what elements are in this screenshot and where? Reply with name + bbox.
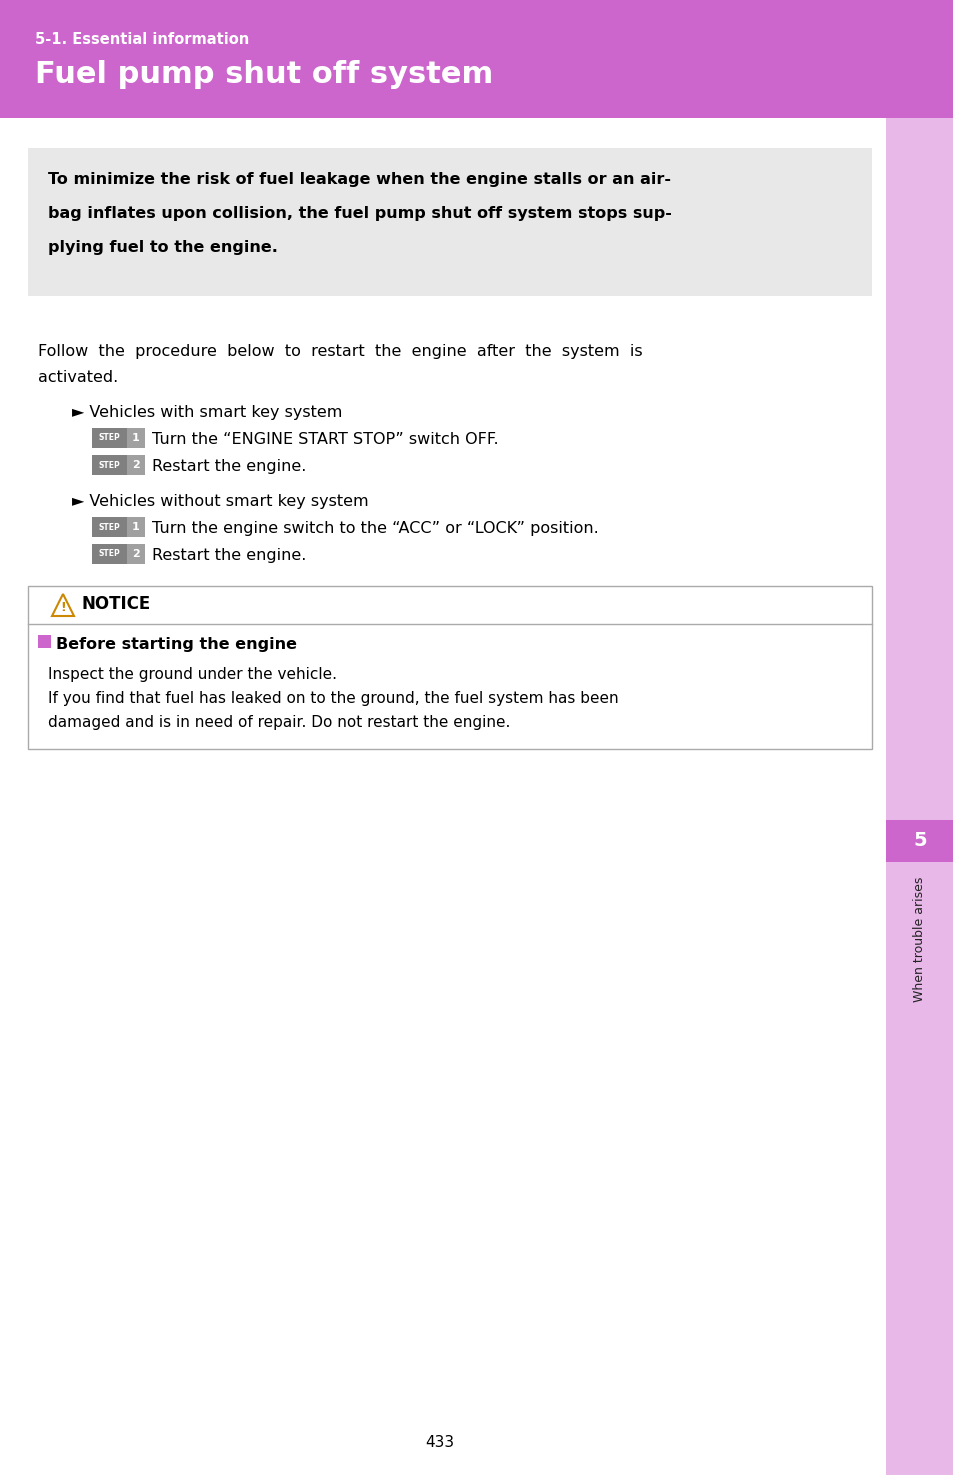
FancyBboxPatch shape — [127, 454, 145, 475]
Text: 1: 1 — [132, 522, 140, 532]
FancyBboxPatch shape — [91, 544, 127, 563]
Text: STEP: STEP — [98, 522, 120, 531]
Text: 1: 1 — [132, 434, 140, 442]
FancyBboxPatch shape — [885, 0, 953, 1475]
Text: If you find that fuel has leaked on to the ground, the fuel system has been: If you find that fuel has leaked on to t… — [48, 690, 618, 707]
FancyBboxPatch shape — [127, 544, 145, 563]
Text: 2: 2 — [132, 549, 140, 559]
Text: Turn the “ENGINE START STOP” switch OFF.: Turn the “ENGINE START STOP” switch OFF. — [152, 432, 498, 447]
Text: Inspect the ground under the vehicle.: Inspect the ground under the vehicle. — [48, 667, 336, 681]
FancyBboxPatch shape — [28, 586, 871, 749]
Text: Before starting the engine: Before starting the engine — [56, 637, 296, 652]
FancyBboxPatch shape — [91, 454, 127, 475]
Text: NOTICE: NOTICE — [82, 594, 152, 614]
FancyBboxPatch shape — [28, 148, 871, 296]
FancyBboxPatch shape — [127, 428, 145, 448]
FancyBboxPatch shape — [38, 636, 51, 648]
Text: To minimize the risk of fuel leakage when the engine stalls or an air-: To minimize the risk of fuel leakage whe… — [48, 173, 670, 187]
Text: Restart the engine.: Restart the engine. — [152, 549, 306, 563]
Text: bag inflates upon collision, the fuel pump shut off system stops sup-: bag inflates upon collision, the fuel pu… — [48, 207, 671, 221]
Text: Fuel pump shut off system: Fuel pump shut off system — [35, 60, 493, 88]
Text: Turn the engine switch to the “ACC” or “LOCK” position.: Turn the engine switch to the “ACC” or “… — [152, 521, 598, 535]
Text: When trouble arises: When trouble arises — [913, 878, 925, 1003]
Text: 433: 433 — [425, 1435, 454, 1450]
Text: plying fuel to the engine.: plying fuel to the engine. — [48, 240, 277, 255]
Text: 5-1. Essential information: 5-1. Essential information — [35, 32, 249, 47]
Text: Follow  the  procedure  below  to  restart  the  engine  after  the  system  is: Follow the procedure below to restart th… — [38, 344, 642, 358]
FancyBboxPatch shape — [885, 0, 953, 118]
Text: ► Vehicles with smart key system: ► Vehicles with smart key system — [71, 406, 342, 420]
FancyBboxPatch shape — [91, 518, 127, 537]
Text: !: ! — [60, 600, 66, 614]
Text: STEP: STEP — [98, 550, 120, 559]
FancyBboxPatch shape — [91, 428, 127, 448]
Text: STEP: STEP — [98, 434, 120, 442]
FancyBboxPatch shape — [0, 0, 885, 118]
FancyBboxPatch shape — [127, 518, 145, 537]
Text: activated.: activated. — [38, 370, 118, 385]
Text: 5: 5 — [912, 832, 926, 851]
Text: 2: 2 — [132, 460, 140, 471]
FancyBboxPatch shape — [885, 820, 953, 861]
Text: Restart the engine.: Restart the engine. — [152, 459, 306, 473]
Text: ► Vehicles without smart key system: ► Vehicles without smart key system — [71, 494, 368, 509]
Text: damaged and is in need of repair. Do not restart the engine.: damaged and is in need of repair. Do not… — [48, 715, 510, 730]
Text: STEP: STEP — [98, 460, 120, 469]
